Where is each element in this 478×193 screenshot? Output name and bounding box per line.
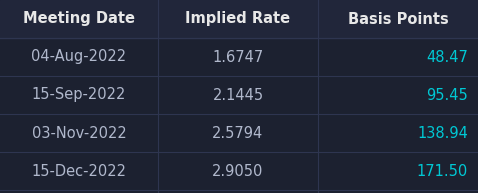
Text: 171.50: 171.50 <box>417 163 468 179</box>
Bar <box>0 38 478 76</box>
Text: Meeting Date: Meeting Date <box>23 12 135 26</box>
Text: 95.45: 95.45 <box>426 87 468 102</box>
Text: 48.47: 48.47 <box>426 49 468 64</box>
Bar <box>0 0 478 38</box>
Text: 04-Aug-2022: 04-Aug-2022 <box>32 49 127 64</box>
Text: 138.94: 138.94 <box>417 125 468 141</box>
Text: 03-Nov-2022: 03-Nov-2022 <box>32 125 126 141</box>
Text: 15-Dec-2022: 15-Dec-2022 <box>32 163 127 179</box>
Text: Basis Points: Basis Points <box>348 12 448 26</box>
Text: 2.9050: 2.9050 <box>212 163 264 179</box>
Bar <box>0 76 478 114</box>
Text: 2.1445: 2.1445 <box>212 87 263 102</box>
Bar <box>0 152 478 190</box>
Text: 2.5794: 2.5794 <box>212 125 264 141</box>
Text: Implied Rate: Implied Rate <box>185 12 291 26</box>
Text: 1.6747: 1.6747 <box>212 49 264 64</box>
Text: 15-Sep-2022: 15-Sep-2022 <box>32 87 126 102</box>
Bar <box>0 114 478 152</box>
